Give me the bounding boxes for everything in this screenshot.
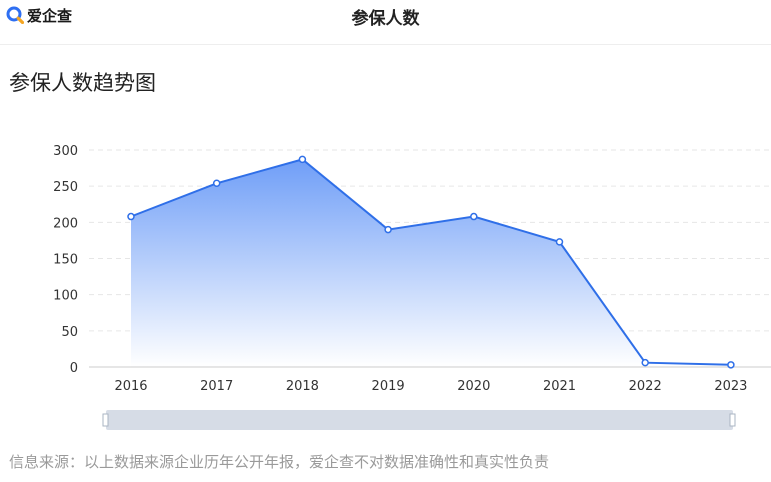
data-point[interactable] (641, 358, 649, 367)
data-point[interactable] (727, 361, 735, 369)
data-zoom-track[interactable] (106, 410, 733, 430)
data-zoom-handle-left[interactable] (102, 413, 109, 427)
x-tick-label: 2023 (714, 379, 747, 394)
x-tick-label: 2020 (457, 379, 490, 394)
data-point[interactable] (298, 155, 307, 164)
y-tick-label: 200 (53, 216, 78, 231)
y-tick-label: 100 (53, 289, 78, 304)
data-point[interactable] (384, 225, 392, 234)
x-tick-label: 2018 (286, 379, 319, 394)
page-header: 爱企查 参保人数 (0, 0, 771, 45)
y-tick-label: 50 (61, 325, 78, 340)
data-zoom-handle-right[interactable] (729, 413, 736, 427)
y-tick-label: 150 (53, 253, 78, 268)
data-point[interactable] (470, 212, 478, 221)
magnifier-logo-icon (6, 6, 24, 24)
y-tick-label: 0 (70, 361, 78, 376)
data-source-note: 信息来源：以上数据来源企业历年公开年报，爱企查不对数据准确性和真实性负责 (9, 453, 550, 471)
y-axis-ticks: 0 50 100 150 200 250 300 (53, 144, 78, 376)
x-tick-label: 2021 (543, 379, 576, 394)
data-zoom-slider[interactable] (102, 410, 736, 430)
x-tick-label: 2016 (114, 379, 147, 394)
series-line (130, 158, 731, 366)
page-title: 参保人数 (351, 9, 420, 29)
series-area (131, 159, 731, 367)
data-point-markers (127, 155, 735, 369)
x-tick-label: 2019 (372, 379, 405, 394)
x-axis-ticks: 2016 2017 2018 2019 2020 2021 2022 2023 (114, 379, 747, 394)
x-tick-label: 2017 (200, 379, 233, 394)
logo-text: 爱企查 (27, 6, 73, 25)
data-point[interactable] (127, 212, 135, 221)
grid-lines (89, 149, 771, 332)
chart-heading: 参保人数趋势图 (9, 71, 156, 95)
y-tick-label: 300 (53, 144, 78, 159)
data-point[interactable] (555, 238, 564, 246)
logo[interactable]: 爱企查 (6, 5, 72, 25)
data-point[interactable] (212, 179, 221, 188)
y-tick-label: 250 (53, 180, 78, 195)
x-tick-label: 2022 (629, 379, 662, 394)
